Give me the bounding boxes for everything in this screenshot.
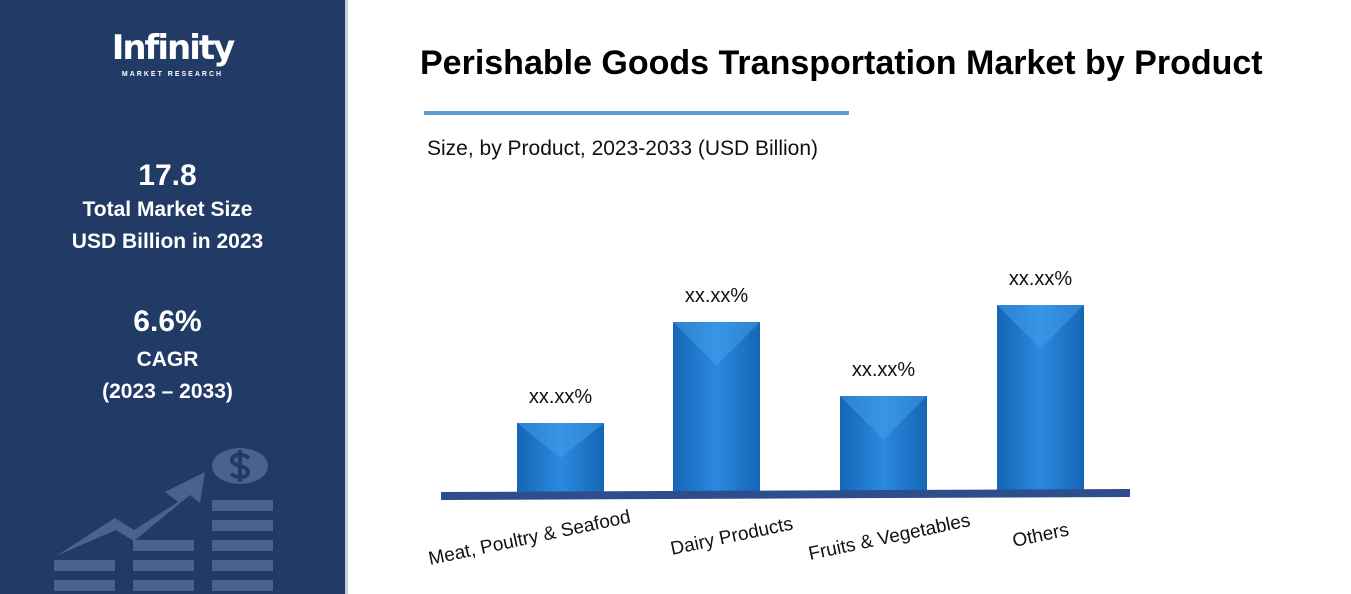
chart-title: Perishable Goods Transportation Market b… [420, 44, 1263, 82]
bar-2 [840, 396, 927, 493]
bar-3 [997, 305, 1084, 493]
bar-highlight [517, 423, 604, 458]
market-size-stat: 17.8 Total Market Size USD Billion in 20… [0, 158, 335, 258]
chart-subtitle: Size, by Product, 2023-2033 (USD Billion… [427, 137, 819, 160]
bar-highlight [997, 305, 1084, 349]
growth-chart-dollar-icon [54, 448, 273, 591]
category-label: Others [1011, 519, 1071, 551]
market-size-value: 17.8 [138, 159, 197, 192]
data-label: xx.xx% [685, 285, 749, 307]
data-label: xx.xx% [852, 359, 916, 381]
x-axis-line [441, 489, 1130, 500]
cagr-stat: 6.6% CAGR (2023 – 2033) [0, 304, 335, 408]
category-label: Fruits & Vegetables [807, 510, 973, 565]
logo: Infinity MARKET RESEARCH [111, 28, 236, 78]
cagr-label: CAGR [136, 348, 199, 371]
bar-highlight [673, 322, 760, 366]
bar-0 [517, 423, 604, 493]
market-size-unit: USD Billion in 2023 [71, 230, 264, 253]
category-label: Meat, Poultry & Seafood [427, 507, 633, 570]
category-label: Dairy Products [669, 513, 795, 559]
bar-1 [673, 322, 760, 493]
bar-highlight [840, 396, 927, 440]
data-label: xx.xx% [1009, 268, 1073, 290]
cagr-value: 6.6% [133, 305, 202, 338]
cagr-period: (2023 – 2033) [102, 380, 233, 403]
title-underline [424, 111, 849, 115]
market-size-label: Total Market Size [82, 198, 253, 221]
data-label: xx.xx% [529, 386, 593, 408]
sidebar: Infinity MARKET RESEARCH 17.8 Total Mark… [0, 0, 348, 594]
